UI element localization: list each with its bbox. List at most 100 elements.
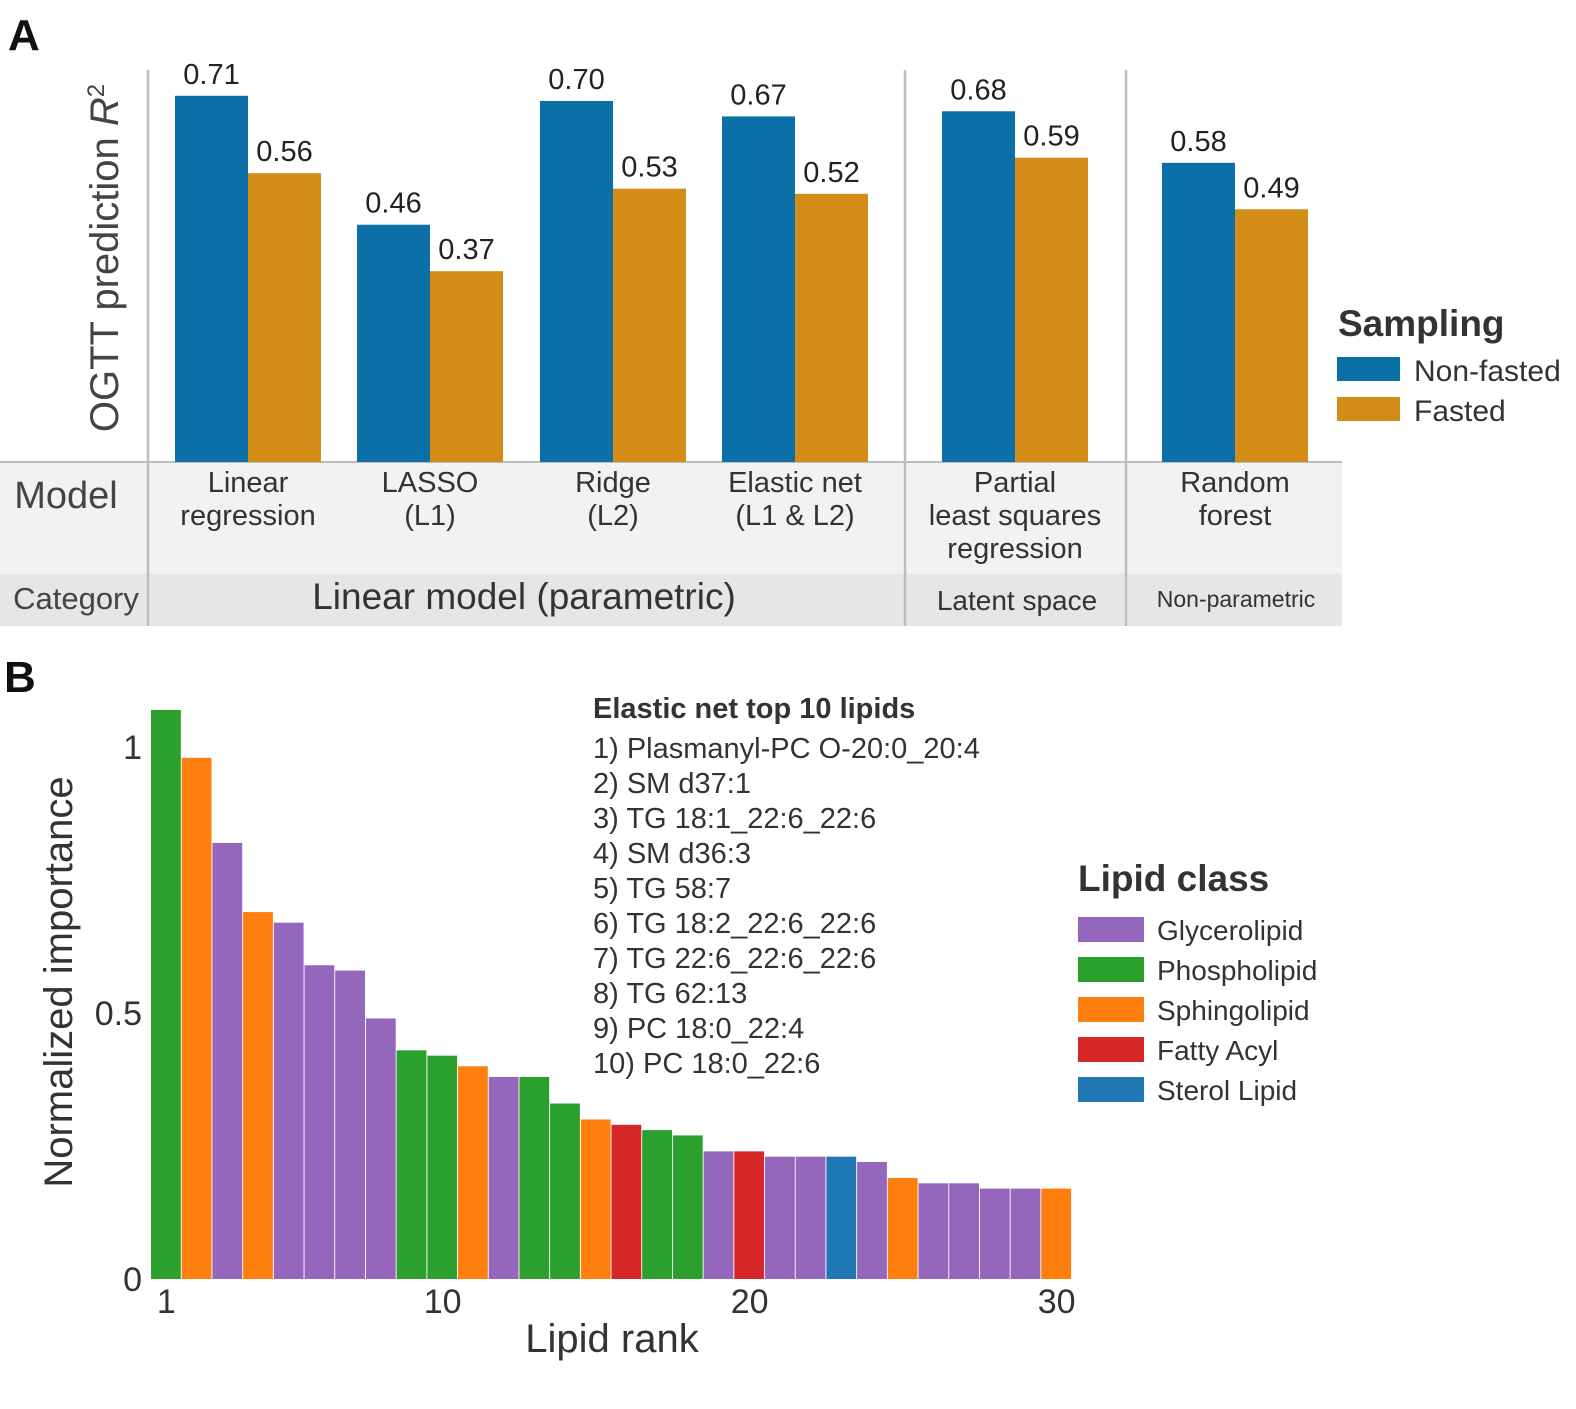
panel-a-label: A bbox=[8, 11, 40, 60]
legend-label-sphingolipid: Sphingolipid bbox=[1157, 995, 1310, 1026]
bar-value-label: 0.58 bbox=[1170, 126, 1226, 158]
legend-label-glycerolipid: Glycerolipid bbox=[1157, 915, 1303, 946]
panel-b-xlabel: Lipid rank bbox=[525, 1317, 699, 1361]
legend-label-fatty-acyl: Fatty Acyl bbox=[1157, 1035, 1278, 1066]
legend-swatch-fatty-acyl bbox=[1078, 1037, 1144, 1062]
bar-fasted bbox=[248, 173, 321, 462]
model-name-label: Partial bbox=[974, 467, 1056, 499]
importance-bar bbox=[580, 1119, 611, 1279]
bar-non-fasted bbox=[942, 111, 1015, 463]
bar-non-fasted bbox=[357, 224, 430, 462]
bar-value-label: 0.68 bbox=[950, 74, 1006, 106]
bar-non-fasted bbox=[1162, 162, 1235, 462]
model-name-label: Random bbox=[1180, 467, 1290, 499]
importance-bar bbox=[734, 1151, 765, 1279]
bar-value-label: 0.59 bbox=[1023, 121, 1079, 153]
top-lipid-item: 1) Plasmanyl-PC O-20:0_20:4 bbox=[593, 733, 980, 765]
panel-a-ylabel: OGTT prediction R2 bbox=[83, 84, 127, 432]
importance-bar bbox=[765, 1156, 795, 1279]
importance-bar bbox=[519, 1076, 550, 1279]
panel-a: A OGTT prediction R2 Model Category Line… bbox=[0, 11, 1561, 626]
model-name-label: (L1 & L2) bbox=[735, 500, 854, 532]
importance-bar bbox=[611, 1124, 642, 1279]
importance-bar bbox=[857, 1162, 887, 1279]
model-name-label: Linear bbox=[208, 467, 289, 499]
x-tick-label: 10 bbox=[424, 1283, 462, 1321]
bar-value-label: 0.46 bbox=[365, 188, 421, 220]
model-name-label: regression bbox=[947, 533, 1082, 565]
importance-bar bbox=[151, 710, 181, 1279]
category-non-parametric: Non-parametric bbox=[1157, 586, 1316, 612]
importance-bar bbox=[427, 1055, 458, 1279]
model-name-label: least squares bbox=[929, 500, 1102, 532]
importance-bar bbox=[181, 757, 212, 1279]
legend-label-sterol-lipid: Sterol Lipid bbox=[1157, 1075, 1297, 1106]
importance-bar bbox=[949, 1183, 979, 1279]
category-row-background bbox=[0, 574, 1342, 626]
bar-value-label: 0.52 bbox=[803, 157, 859, 189]
model-name-label: (L2) bbox=[587, 500, 639, 532]
bar-value-label: 0.70 bbox=[548, 64, 604, 96]
panel-a-bars: 0.71 0.56 0.46 0.37 0.70 0.53 0.67 0.52 0.68 0.59… bbox=[175, 59, 1308, 463]
bar-value-label: 0.53 bbox=[621, 152, 677, 184]
importance-bar bbox=[458, 1066, 488, 1279]
category-header: Category bbox=[13, 581, 139, 616]
bar-fasted bbox=[1235, 209, 1308, 462]
lipid-class-legend: Lipid class Glycerolipid Phospholipid Sp… bbox=[1078, 858, 1317, 1106]
category-linear-model: Linear model (parametric) bbox=[312, 576, 736, 617]
bar-value-label: 0.67 bbox=[730, 79, 786, 111]
top-lipids-title: Elastic net top 10 lipids bbox=[593, 693, 915, 725]
importance-bar bbox=[887, 1177, 918, 1279]
importance-bar bbox=[826, 1156, 857, 1279]
importance-bar bbox=[396, 1050, 427, 1279]
top-lipid-item: 6) TG 18:2_22:6_22:6 bbox=[593, 908, 876, 940]
top-lipid-item: 2) SM d37:1 bbox=[593, 768, 751, 800]
importance-bar bbox=[488, 1076, 519, 1279]
panel-b: B Normalized importance Lipid rank 0 0.5 1… bbox=[4, 653, 1317, 1361]
importance-bar bbox=[1041, 1188, 1072, 1279]
importance-bar bbox=[672, 1135, 703, 1279]
top-lipids-list: Elastic net top 10 lipids 1) Plasmanyl-P… bbox=[593, 693, 980, 1080]
x-tick-label: 20 bbox=[731, 1283, 769, 1321]
importance-bar bbox=[243, 912, 273, 1279]
legend-swatch-fasted bbox=[1337, 397, 1400, 421]
lipid-class-legend-title: Lipid class bbox=[1078, 858, 1269, 899]
sampling-legend: Sampling Non-fasted Fasted bbox=[1337, 303, 1561, 428]
top-lipid-item: 7) TG 22:6_22:6_22:6 bbox=[593, 943, 876, 975]
importance-bar bbox=[273, 922, 304, 1279]
top-lipid-item: 9) PC 18:0_22:4 bbox=[593, 1013, 804, 1045]
y-tick-label: 1 bbox=[123, 729, 142, 767]
top-lipid-item: 10) PC 18:0_22:6 bbox=[593, 1048, 820, 1080]
legend-swatch-sphingolipid bbox=[1078, 997, 1144, 1022]
bar-fasted bbox=[795, 193, 868, 462]
bar-non-fasted bbox=[540, 100, 613, 463]
top-lipid-item: 4) SM d36:3 bbox=[593, 838, 751, 870]
bar-fasted bbox=[430, 271, 503, 462]
importance-bar bbox=[979, 1188, 1010, 1279]
model-name-label: LASSO bbox=[382, 467, 479, 499]
importance-bar bbox=[550, 1103, 580, 1279]
bar-value-label: 0.37 bbox=[438, 234, 494, 266]
top-lipid-item: 8) TG 62:13 bbox=[593, 978, 747, 1010]
model-header: Model bbox=[14, 475, 118, 517]
importance-bar bbox=[795, 1156, 826, 1279]
bar-value-label: 0.71 bbox=[183, 59, 239, 91]
legend-swatch-non-fasted bbox=[1337, 357, 1400, 381]
x-tick-label: 30 bbox=[1038, 1283, 1076, 1321]
legend-label-non-fasted: Non-fasted bbox=[1414, 355, 1561, 388]
bar-value-label: 0.49 bbox=[1243, 172, 1299, 204]
bar-fasted bbox=[1015, 157, 1088, 462]
importance-bar bbox=[335, 970, 365, 1279]
top-lipid-item: 5) TG 58:7 bbox=[593, 873, 731, 905]
panel-b-label: B bbox=[4, 653, 36, 702]
importance-bar bbox=[918, 1183, 949, 1279]
legend-swatch-glycerolipid bbox=[1078, 917, 1144, 942]
model-name-label: Elastic net bbox=[728, 467, 862, 499]
panel-b-ticks: 0 0.5 1 1 10 20 30 bbox=[95, 729, 1076, 1321]
model-name-label: forest bbox=[1199, 500, 1272, 532]
x-tick-label: 1 bbox=[157, 1283, 176, 1321]
legend-swatch-sterol-lipid bbox=[1078, 1077, 1144, 1102]
model-name-label: Ridge bbox=[575, 467, 651, 499]
top-lipid-item: 3) TG 18:1_22:6_22:6 bbox=[593, 803, 876, 835]
